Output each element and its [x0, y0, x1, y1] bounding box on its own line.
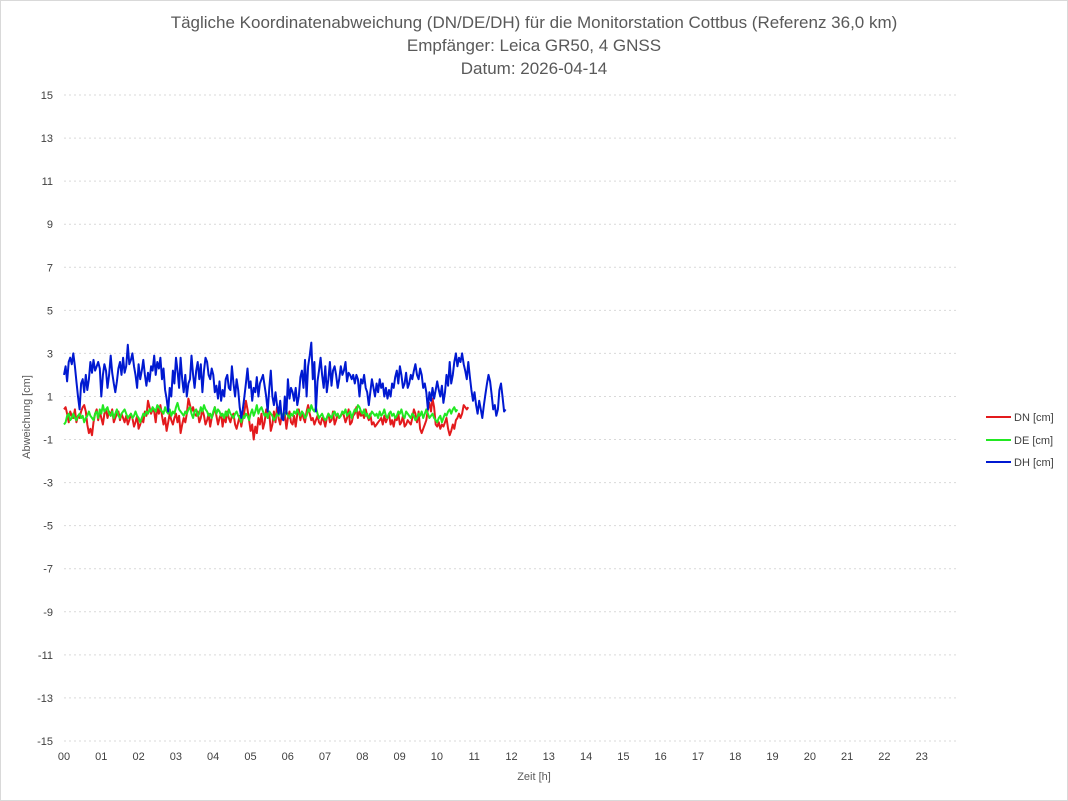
x-tick-label: 02	[132, 751, 144, 763]
y-tick-label: 11	[42, 176, 53, 188]
x-tick-label: 22	[878, 751, 890, 763]
x-tick-label: 04	[207, 751, 219, 763]
x-tick-label: 05	[244, 751, 256, 763]
y-tick-label: 1	[47, 391, 53, 403]
legend: DN [cm] DE [cm] DH [cm]	[986, 412, 1054, 469]
x-axis-ticks: 00 01 02 03 04 05 06 07 08 09 10 11 12 13 14 15 16 17 18 19…	[58, 751, 928, 763]
x-tick-label: 16	[655, 751, 667, 763]
legend-label: DE [cm]	[1014, 435, 1053, 447]
y-tick-label: 3	[47, 348, 53, 360]
x-tick-label: 09	[394, 751, 406, 763]
series-line-dh	[63, 341, 507, 422]
chart-title-line-1: Tägliche Koordinatenabweichung (DN/DE/DH…	[171, 13, 898, 32]
x-tick-label: 23	[916, 751, 928, 763]
y-axis-ticks: 15 13 11 9 7 5 3 1 -1 -3 -5 -7 -9 -11 -13 -15	[37, 90, 53, 748]
series-line-de	[63, 401, 459, 426]
x-tick-label: 15	[617, 751, 629, 763]
x-tick-label: 14	[580, 751, 592, 763]
y-axis-title: Abweichung [cm]	[21, 375, 33, 459]
x-tick-label: 08	[356, 751, 368, 763]
x-tick-label: 00	[58, 751, 70, 763]
x-tick-label: 19	[766, 751, 778, 763]
y-tick-label: -13	[37, 693, 53, 705]
x-tick-label: 01	[95, 751, 107, 763]
y-tick-label: -3	[43, 478, 53, 490]
series-lines	[63, 341, 507, 441]
x-tick-label: 21	[841, 751, 853, 763]
chart-title-line-3: Datum: 2026-04-14	[461, 59, 607, 78]
y-tick-label: 13	[41, 133, 53, 145]
x-axis-title: Zeit [h]	[517, 771, 551, 783]
x-tick-label: 12	[505, 751, 517, 763]
legend-label: DN [cm]	[1014, 412, 1054, 424]
x-tick-label: 06	[282, 751, 294, 763]
x-tick-label: 20	[804, 751, 816, 763]
y-tick-label: -1	[43, 435, 53, 447]
x-tick-label: 11	[468, 751, 479, 763]
x-tick-label: 07	[319, 751, 331, 763]
x-tick-label: 18	[729, 751, 741, 763]
y-tick-label: -7	[43, 564, 53, 576]
y-tick-label: -5	[43, 521, 53, 533]
chart-title: Tägliche Koordinatenabweichung (DN/DE/DH…	[171, 13, 898, 78]
legend-label: DH [cm]	[1014, 457, 1054, 469]
x-tick-label: 03	[170, 751, 182, 763]
y-tick-label: 15	[41, 90, 53, 102]
gridlines	[64, 94, 959, 742]
chart-title-line-2: Empfänger: Leica GR50, 4 GNSS	[407, 36, 661, 55]
x-tick-label: 13	[543, 751, 555, 763]
y-tick-label: 7	[47, 262, 53, 274]
y-tick-label: 9	[47, 219, 53, 231]
y-tick-label: 5	[47, 305, 53, 317]
x-tick-label: 17	[692, 751, 704, 763]
y-tick-label: -9	[43, 607, 53, 619]
y-tick-label: -11	[38, 650, 53, 662]
y-tick-label: -15	[37, 736, 53, 748]
x-tick-label: 10	[431, 751, 443, 763]
